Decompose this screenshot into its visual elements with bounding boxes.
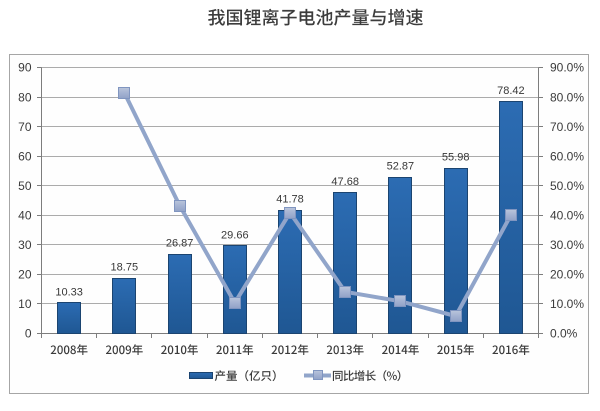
svg-text:90.0%: 90.0% [550, 61, 584, 75]
svg-text:78.42: 78.42 [497, 85, 525, 97]
svg-text:10.0%: 10.0% [550, 297, 584, 311]
svg-text:40.0%: 40.0% [550, 209, 584, 223]
svg-text:50.0%: 50.0% [550, 179, 584, 193]
svg-text:55.98: 55.98 [442, 152, 470, 164]
svg-text:52.87: 52.87 [387, 161, 415, 173]
svg-text:60.0%: 60.0% [550, 149, 584, 163]
svg-text:70: 70 [18, 120, 32, 134]
svg-text:20: 20 [18, 268, 32, 282]
svg-text:18.75: 18.75 [111, 262, 139, 274]
svg-text:29.66: 29.66 [221, 229, 249, 241]
svg-text:60: 60 [18, 149, 32, 163]
svg-text:0: 0 [25, 327, 32, 341]
svg-text:80: 80 [18, 90, 32, 104]
svg-text:0.0%: 0.0% [550, 327, 578, 341]
svg-text:47.68: 47.68 [331, 176, 359, 188]
svg-text:26.87: 26.87 [166, 238, 194, 250]
svg-text:50: 50 [18, 179, 32, 193]
svg-text:90: 90 [18, 61, 32, 75]
svg-text:41.78: 41.78 [276, 194, 304, 206]
svg-text:10.33: 10.33 [55, 287, 83, 299]
svg-text:30: 30 [18, 238, 32, 252]
svg-text:30.0%: 30.0% [550, 238, 584, 252]
svg-text:40: 40 [18, 209, 32, 223]
svg-text:70.0%: 70.0% [550, 120, 584, 134]
svg-text:20.0%: 20.0% [550, 268, 584, 282]
svg-text:80.0%: 80.0% [550, 90, 584, 104]
svg-text:10: 10 [18, 297, 32, 311]
